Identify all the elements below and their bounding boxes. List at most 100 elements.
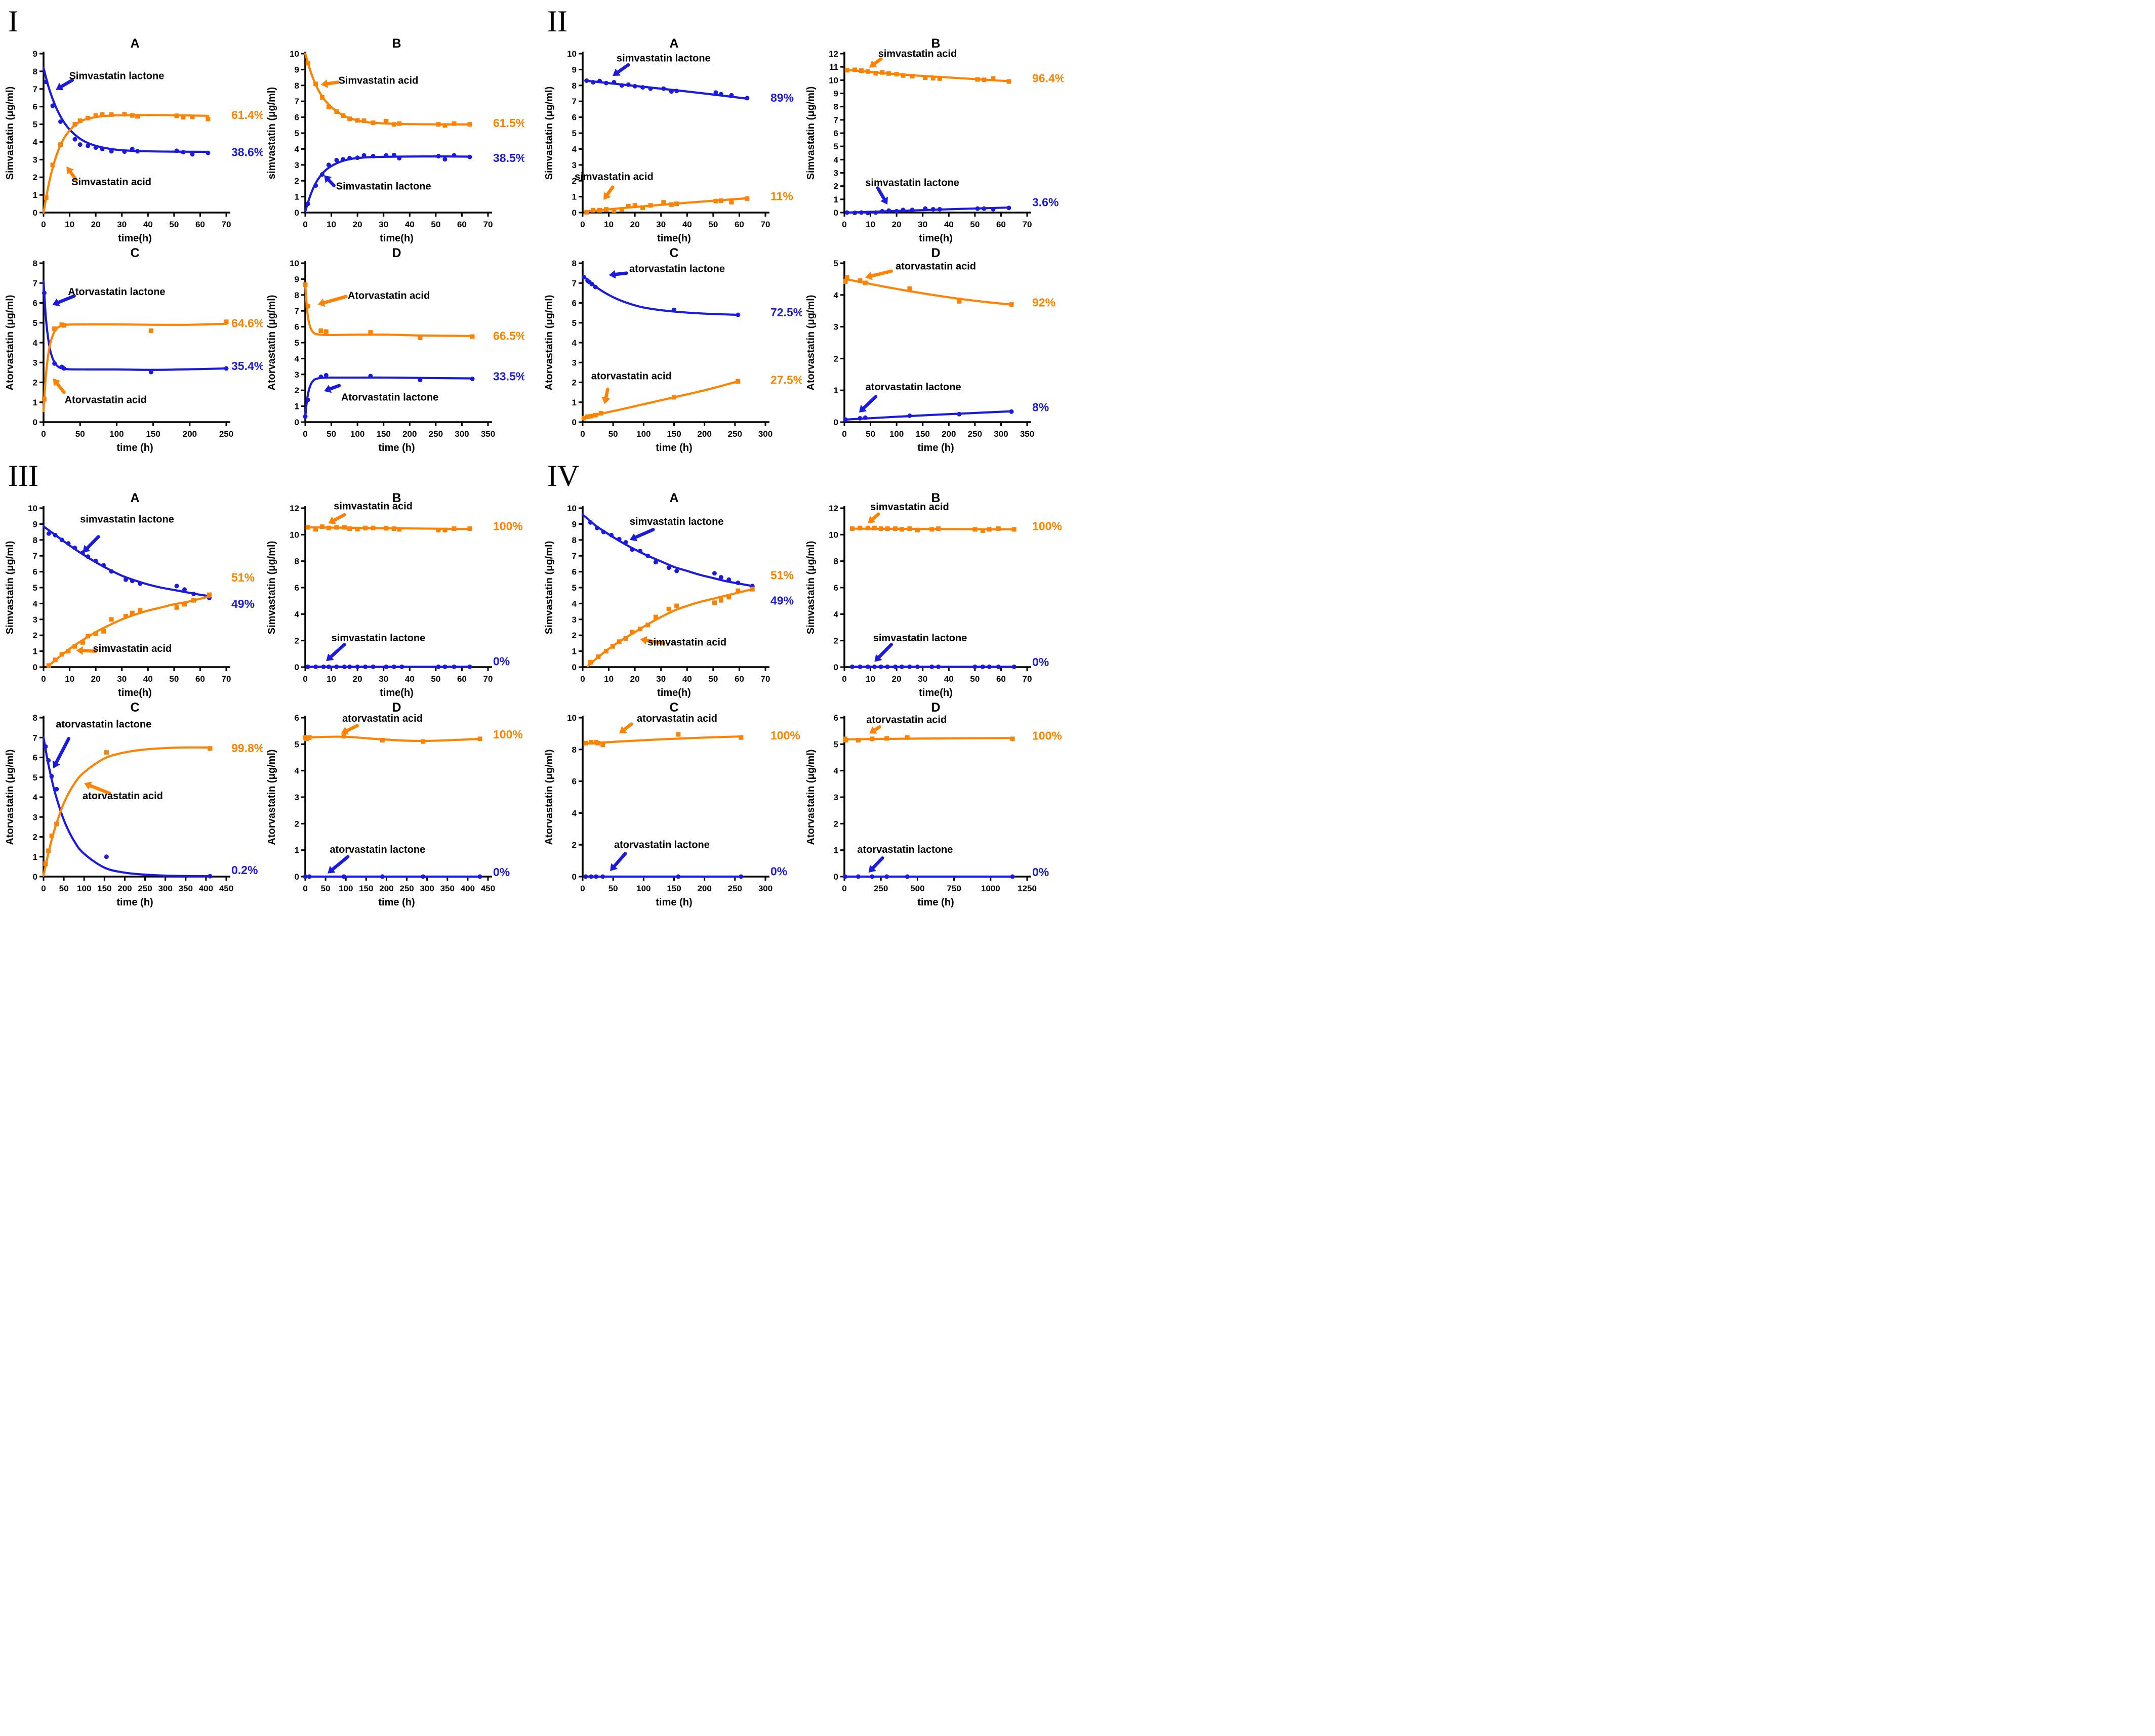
x-tick-label: 0 — [303, 220, 307, 229]
x-tick-label: 100 — [339, 884, 353, 893]
annotation-text: atorvastatin acid — [83, 791, 163, 802]
data-point — [849, 664, 855, 669]
percent-label: 49% — [231, 597, 255, 610]
x-tick-label: 50 — [169, 220, 179, 229]
x-tick-label: 300 — [758, 429, 772, 439]
y-tick-label: 0 — [33, 872, 37, 882]
data-point — [619, 83, 624, 88]
y-tick-label: 2 — [834, 819, 838, 829]
y-tick-label: 8 — [295, 291, 299, 300]
series-Simvastatin-acid: 61.4% — [42, 108, 263, 214]
fit-line — [48, 595, 212, 667]
annotation-arrow — [54, 736, 70, 764]
data-point — [991, 76, 996, 81]
data-point — [645, 553, 650, 558]
data-point — [104, 854, 109, 859]
data-point — [371, 525, 376, 530]
x-axis-label: time (h) — [116, 897, 153, 908]
y-tick-label: 10 — [28, 504, 37, 513]
annotation-arrowhead — [341, 727, 349, 735]
data-point — [53, 657, 58, 663]
x-tick-label: 30 — [656, 220, 666, 229]
x-tick-label: 40 — [944, 674, 954, 684]
fit-line — [304, 282, 474, 337]
data-point — [865, 69, 870, 74]
y-tick-label: 10 — [829, 530, 838, 540]
x-axis-label: time (h) — [378, 897, 415, 908]
data-point — [59, 538, 64, 543]
data-point — [61, 323, 66, 328]
data-point — [858, 278, 863, 283]
annotation-arrowhead — [52, 760, 60, 769]
data-point — [470, 377, 475, 382]
subplot-title: D — [392, 247, 401, 260]
data-point — [305, 525, 310, 530]
x-tick-label: 350 — [179, 884, 193, 893]
annotation-arrow — [616, 63, 630, 74]
y-tick-label: 2 — [295, 386, 299, 395]
y-tick-label: 3 — [834, 322, 838, 332]
data-point — [100, 146, 105, 151]
data-point — [843, 737, 848, 742]
annotation-arrow — [645, 638, 666, 645]
y-tick-label: 10 — [829, 75, 838, 85]
data-point — [873, 210, 878, 215]
x-axis-label: time(h) — [919, 233, 953, 244]
y-tick-label: 4 — [33, 137, 38, 147]
x-tick-label: 40 — [143, 220, 153, 229]
x-tick-label: 20 — [91, 220, 101, 229]
annotation-arrowhead — [52, 298, 60, 307]
data-point — [334, 109, 339, 114]
chart-III-B: B 0 2 4 6 8 10 12 0 10 20 30 40 50 60 70 time(h) Simvasta… — [266, 492, 523, 698]
annotation: simvastatin lactone — [629, 516, 723, 542]
data-point — [626, 203, 631, 209]
y-tick-label: 1 — [33, 190, 37, 200]
data-point — [1011, 664, 1016, 669]
data-point — [355, 526, 360, 531]
annotation-arrow — [331, 855, 350, 871]
y-axis-label: Simvastatin (μg/ml) — [5, 541, 16, 635]
y-tick-label: 7 — [33, 85, 37, 94]
y-tick-label: 7 — [33, 551, 37, 561]
data-point — [421, 874, 426, 879]
data-point — [130, 578, 135, 584]
annotation-arrow — [60, 78, 74, 89]
x-tick-label: 100 — [350, 429, 364, 439]
x-tick-label: 70 — [761, 220, 770, 229]
series-atorvastatin-acid: 92% — [843, 275, 1055, 309]
data-point — [46, 531, 51, 536]
data-point — [672, 307, 676, 312]
data-point — [980, 528, 985, 533]
data-point — [640, 85, 645, 90]
series-Atorvastatin-acid: 66.5% — [303, 282, 524, 342]
x-tick-label: 20 — [892, 220, 902, 229]
subplot-title: B — [392, 37, 401, 51]
x-tick-label: 200 — [379, 884, 393, 893]
data-point — [305, 61, 310, 66]
data-point — [674, 568, 679, 573]
data-point — [321, 664, 326, 669]
data-point — [54, 821, 59, 826]
data-point — [972, 527, 978, 532]
data-point — [334, 157, 339, 162]
y-tick-label: 4 — [572, 599, 577, 608]
data-point — [86, 634, 91, 639]
y-tick-label: 3 — [295, 370, 299, 380]
data-point — [191, 598, 196, 603]
x-tick-label: 70 — [483, 674, 493, 684]
data-point — [865, 525, 870, 530]
y-tick-label: 8 — [33, 713, 37, 723]
data-point — [307, 874, 312, 879]
data-point — [907, 526, 912, 531]
y-axis-label: Atorvastatin (μg/ml) — [5, 750, 16, 845]
data-point — [674, 201, 679, 206]
x-tick-label: 200 — [942, 429, 956, 439]
y-tick-label: 8 — [33, 259, 37, 268]
data-point — [341, 113, 346, 118]
data-point — [93, 145, 98, 150]
percent-label: 27.5% — [770, 374, 802, 387]
x-tick-label: 50 — [970, 220, 980, 229]
percent-label: 100% — [1032, 729, 1062, 742]
y-tick-label: 0 — [295, 208, 299, 218]
data-point — [93, 631, 98, 636]
